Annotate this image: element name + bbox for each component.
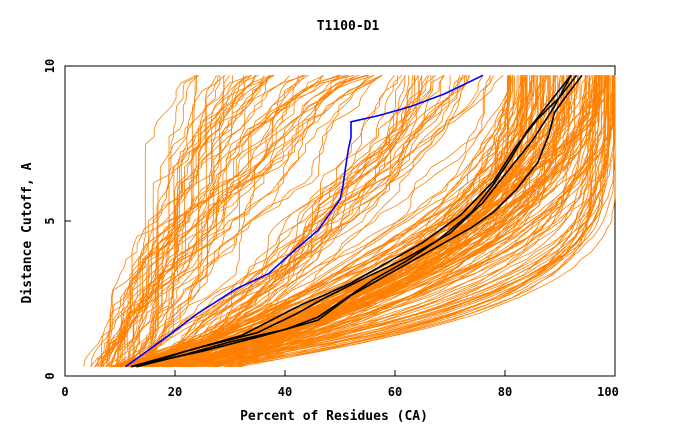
model-curve: [131, 75, 233, 367]
model-curve: [187, 75, 595, 368]
model-curve: [124, 74, 383, 367]
model-curve: [99, 75, 230, 367]
model-curve: [118, 75, 265, 367]
model-curve: [101, 74, 325, 367]
model-curve: [104, 74, 367, 368]
model-curve: [159, 75, 430, 367]
model-curve: [227, 75, 564, 368]
model-curve: [83, 74, 307, 367]
model-curve: [183, 75, 513, 368]
model-curve: [207, 75, 614, 368]
model-curve: [162, 75, 613, 368]
model-curve: [152, 74, 437, 368]
model-curve: [134, 74, 342, 367]
model-curve: [170, 75, 610, 368]
highlight-black-curve-1: [136, 74, 578, 368]
model-curve: [153, 75, 606, 368]
model-curve: [149, 75, 589, 368]
x-tick-label-60: 60: [388, 385, 402, 399]
model-curve: [151, 75, 546, 368]
background-model-curves: [83, 74, 616, 368]
model-curve: [173, 75, 510, 368]
y-axis-label: Distance Cutoff, A: [20, 162, 35, 303]
x-tick-label-80: 80: [498, 385, 512, 399]
model-curve: [235, 75, 556, 368]
model-curve: [132, 75, 542, 368]
model-curve: [123, 75, 407, 368]
model-curve: [187, 75, 570, 368]
model-curve: [141, 74, 383, 367]
model-curve: [165, 75, 570, 368]
model-curve: [225, 75, 561, 368]
model-curve: [224, 75, 600, 368]
highlight-black-curve-2: [130, 74, 572, 368]
y-tick-label-10: 10: [43, 59, 57, 73]
highlight-blue-curve-0: [125, 74, 484, 368]
model-curve: [135, 75, 444, 368]
model-curve: [144, 74, 360, 367]
model-curve: [102, 75, 303, 367]
model-curve: [177, 75, 484, 368]
model-curve: [128, 74, 252, 367]
model-curve: [135, 75, 369, 368]
model-curve: [179, 75, 587, 368]
y-tick-label-0: 0: [43, 372, 57, 379]
model-curve: [136, 74, 374, 368]
model-curve: [214, 75, 527, 368]
model-curve: [128, 75, 555, 368]
x-tick-label-100: 100: [597, 385, 619, 399]
x-axis-ticks: [64, 370, 616, 376]
model-curve: [179, 75, 468, 368]
model-curve: [119, 74, 368, 368]
model-curve: [111, 74, 226, 367]
model-curve: [110, 75, 252, 367]
model-curve: [112, 75, 509, 368]
model-curve: [139, 75, 602, 368]
y-tick-label-5: 5: [43, 217, 57, 224]
model-curve: [239, 75, 600, 368]
x-tick-label-20: 20: [168, 385, 182, 399]
model-curve: [152, 75, 549, 368]
model-curve: [164, 75, 398, 368]
model-curve: [106, 74, 197, 367]
model-curve: [105, 75, 305, 368]
model-curve: [172, 75, 606, 368]
model-curve: [168, 75, 591, 368]
model-curve: [152, 75, 221, 367]
x-tick-label-40: 40: [278, 385, 292, 399]
model-curve: [96, 75, 219, 367]
highlight-black-curve-4: [136, 74, 572, 368]
model-curve: [143, 75, 197, 367]
model-curve: [129, 75, 615, 368]
model-curve: [216, 75, 616, 368]
model-curve: [156, 75, 395, 368]
chart-title: T1100-D1: [317, 19, 380, 34]
model-curve: [206, 75, 570, 368]
model-curve: [194, 75, 609, 368]
model-curve: [94, 75, 270, 367]
x-tick-label-0: 0: [61, 385, 68, 399]
model-curve: [173, 74, 465, 368]
highlighted-model-curves: [125, 74, 583, 368]
model-curve: [128, 75, 608, 368]
model-curve: [152, 75, 572, 368]
model-curve: [133, 75, 511, 368]
x-axis-label: Percent of Residues (CA): [240, 409, 428, 424]
model-curve: [195, 75, 406, 367]
y-axis-ticks: [65, 65, 71, 377]
model-curve: [141, 74, 369, 367]
model-curve: [229, 75, 599, 368]
model-curve: [127, 75, 271, 367]
model-curve: [91, 75, 291, 367]
model-curve: [117, 74, 252, 367]
model-curve: [124, 75, 200, 367]
model-curve: [185, 75, 611, 368]
